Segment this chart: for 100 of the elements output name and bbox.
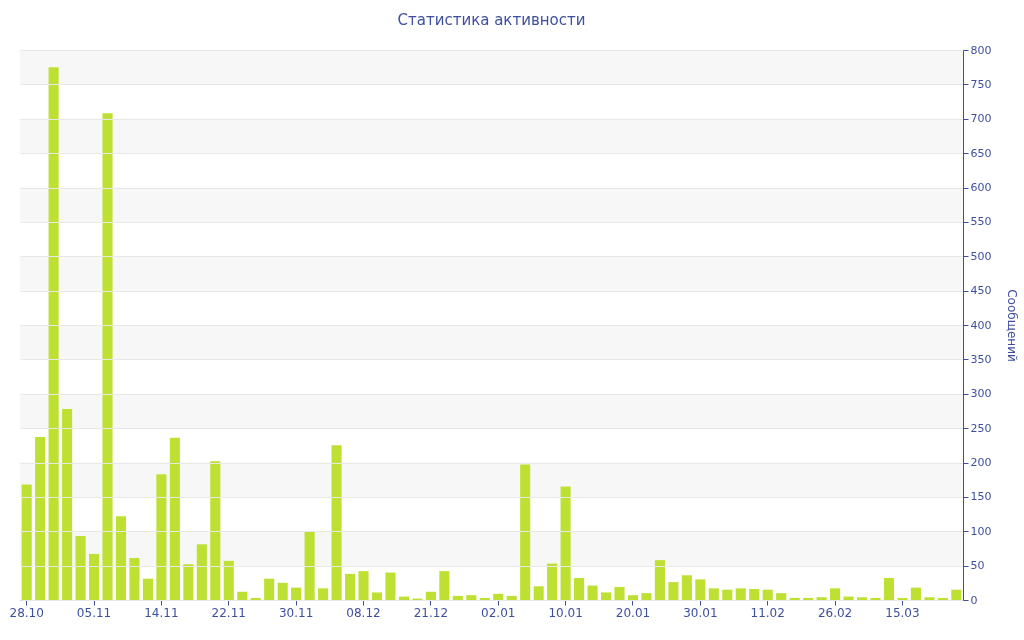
y-tick-label: 200 [970,456,992,469]
x-tick-label: 22.11 [211,605,246,620]
y-tick-label: 650 [970,146,992,160]
bar [587,585,598,600]
y-tick-label: 550 [970,215,992,229]
x-tick-label: 15.03 [885,605,920,620]
bar [668,582,679,600]
bar [223,560,234,600]
bar [62,408,73,600]
bar [129,558,140,600]
y-tick-label: 100 [970,524,992,538]
bar [681,575,692,600]
x-tick-label: 05.11 [76,605,112,620]
x-tick-label: 26.02 [817,605,853,620]
bar [304,531,315,600]
bar [466,595,477,600]
y-tick-label: 0 [970,593,978,607]
bar [722,589,733,600]
bar [21,484,32,600]
bar [183,564,194,600]
bar [641,593,652,600]
bar [870,597,881,600]
bar [897,597,908,600]
bar [331,445,342,600]
bar [910,587,921,600]
x-tick-label: 28.10 [9,605,44,620]
bar [883,578,895,600]
bar [533,586,544,600]
bar [574,578,585,600]
bar [371,592,383,600]
bar [142,578,153,600]
x-tick-label: 21.12 [413,605,449,620]
bar [776,593,787,600]
bar [439,571,450,600]
y-axis-title: Сообщений [1005,289,1020,362]
bar [600,592,612,600]
bar [937,597,948,600]
bar [924,597,935,600]
bar [614,586,625,600]
bar [762,589,773,600]
bar [627,595,639,600]
y-tick-label: 250 [970,421,992,435]
bar [196,544,207,600]
bar [816,597,827,600]
y-tick-label: 750 [970,77,992,91]
x-tick-label: 14.11 [144,605,179,620]
bar [250,597,261,600]
bar [493,593,504,600]
bar [830,588,841,600]
x-tick-label: 02.01 [481,605,516,620]
bar [358,571,369,600]
bar [708,588,719,600]
bar [506,595,517,600]
bar [35,437,46,600]
bar [48,67,59,600]
bar [843,596,854,600]
bar [264,578,275,600]
bar [75,536,86,600]
chart-title: Статистика активности [397,11,586,29]
bar [654,560,665,600]
bar [695,579,706,600]
bar [749,589,760,600]
bar [115,516,127,600]
bar [210,461,221,600]
bar [951,589,962,600]
bar [318,588,329,600]
y-tick-label: 150 [970,490,992,504]
bar [547,563,558,600]
bar [102,113,113,600]
bar [560,486,571,600]
y-tick-label: 600 [970,181,992,194]
bar [425,591,436,600]
x-tick-label: 11.02 [750,605,785,620]
bar [277,582,288,600]
y-tick-label: 800 [970,43,992,57]
bar [169,437,180,600]
bar [291,587,302,600]
y-tick-label: 350 [970,352,992,366]
bar [803,597,814,600]
x-tick-label: 08.12 [346,605,381,620]
x-tick-label: 10.01 [548,605,583,620]
bar [856,597,868,600]
y-tick-label: 400 [970,318,992,332]
y-tick-label: 500 [970,249,992,263]
x-tick-label: 30.11 [278,605,314,620]
bar [735,588,746,600]
x-tick-label: 20.01 [615,605,651,620]
bar [88,553,100,600]
y-tick-label: 300 [970,387,992,401]
x-tick-label: 30.01 [683,605,718,620]
bar [237,591,248,600]
y-tick-label: 450 [970,284,992,298]
bar [385,572,396,600]
y-tick-label: 700 [970,112,992,126]
bar [344,573,356,600]
bar [452,595,463,600]
bar [479,597,490,600]
bar [156,474,167,600]
bar [789,597,800,600]
y-tick-label: 50 [970,559,985,573]
